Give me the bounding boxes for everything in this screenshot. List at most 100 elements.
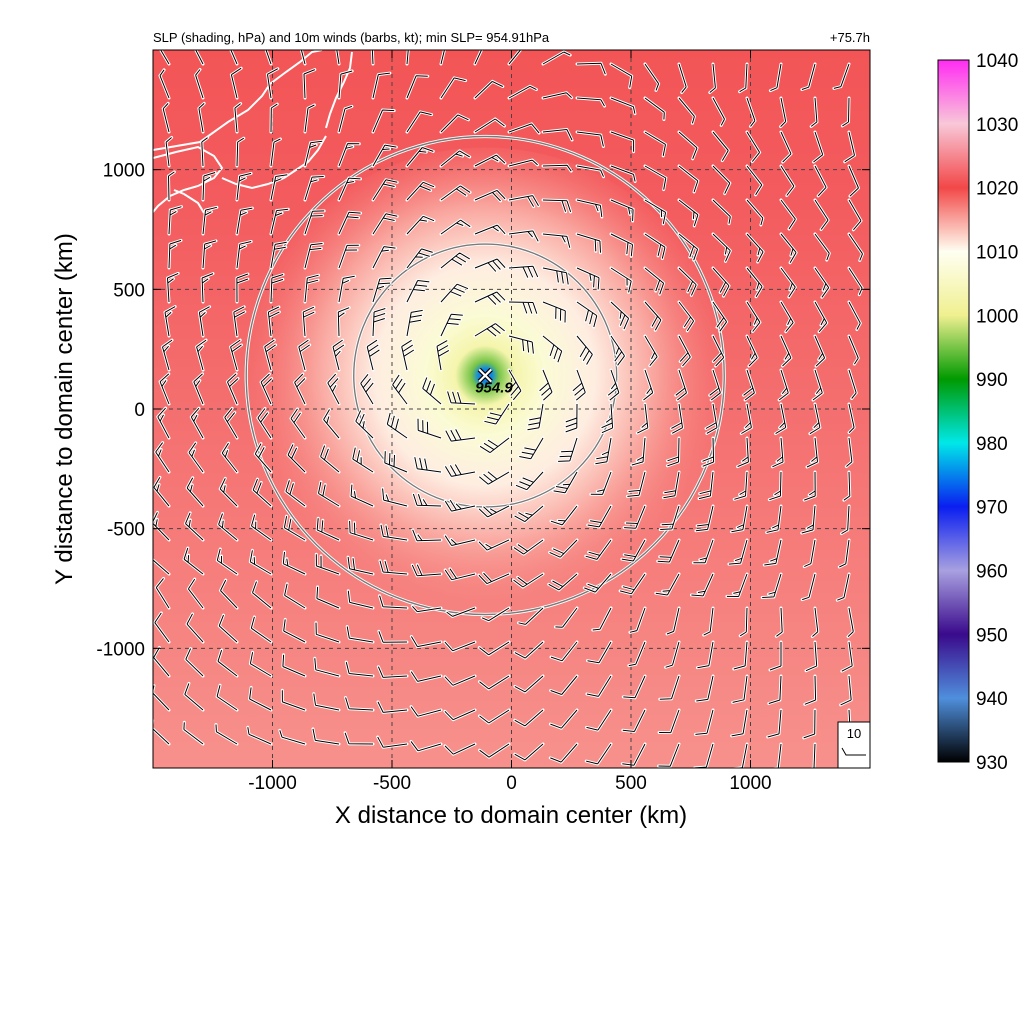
wind-barb [347, 557, 374, 575]
wind-barb [514, 743, 544, 761]
wind-barb [848, 267, 863, 295]
wind-barb [236, 207, 253, 235]
wind-barb [812, 607, 819, 637]
wind-barb [780, 301, 794, 333]
wind-barb [644, 301, 662, 331]
colorbar-tick-label: 950 [976, 625, 1008, 646]
wind-barb [746, 335, 758, 367]
wind-barb [741, 403, 752, 434]
wind-barb [284, 583, 306, 609]
wind-barb [548, 573, 578, 591]
y-tick-label: 0 [134, 400, 145, 421]
wind-barb [320, 445, 340, 473]
wind-barb [610, 335, 625, 366]
wind-barb [216, 685, 238, 711]
wind-barb [350, 484, 374, 507]
wind-barb [401, 339, 415, 371]
y-tick-label: -500 [107, 520, 145, 541]
wind-barb [279, 730, 306, 745]
wind-barb [607, 369, 620, 401]
wind-barb [270, 241, 287, 269]
forecast-time-label: +75.7h [830, 30, 870, 45]
x-tick-label: 0 [506, 773, 517, 794]
wind-barb [215, 724, 238, 745]
wind-barb [769, 471, 782, 501]
wind-barb [712, 301, 728, 332]
wind-barb [712, 335, 725, 367]
wind-barb [315, 554, 340, 575]
wind-barb [372, 246, 396, 269]
wind-barb [768, 675, 782, 704]
wind-barb [304, 274, 319, 303]
wind-barb [712, 165, 731, 194]
wind-barb [167, 272, 179, 303]
wind-barb [804, 539, 816, 568]
wind-barb [224, 407, 238, 439]
wind-barb [739, 63, 748, 93]
wind-barb [478, 539, 510, 551]
wind-barb [303, 69, 315, 99]
wind-barb [695, 709, 714, 735]
wind-barb [230, 50, 238, 65]
wind-barb [814, 199, 829, 230]
wind-barb [644, 165, 667, 190]
wind-barb [236, 172, 252, 201]
wind-barb [202, 240, 217, 269]
wind-barb [410, 741, 442, 752]
wind-barb [622, 743, 646, 766]
wind-barb [338, 275, 355, 303]
wind-barb [190, 407, 204, 439]
wind-barb [444, 743, 476, 755]
wind-barb [479, 641, 510, 656]
wind-barb [610, 97, 636, 114]
wind-barb [542, 199, 572, 213]
wind-barb [678, 63, 687, 93]
wind-barb [318, 481, 340, 507]
wind-barb [847, 607, 854, 637]
wind-barb [474, 291, 506, 305]
wind-barb [590, 471, 612, 495]
wind-barb [406, 111, 432, 133]
wind-barb [157, 407, 170, 439]
x-tick-label: -500 [373, 773, 411, 794]
wind-barb [746, 131, 761, 162]
wind-barb [631, 437, 646, 466]
wind-barb [814, 267, 830, 298]
wind-barb [380, 524, 408, 541]
colorbar-tick-label: 990 [976, 370, 1008, 391]
wind-barb [623, 675, 646, 699]
wind-barb [372, 109, 395, 133]
wind-barb [678, 233, 699, 261]
colorbar-gradient [937, 59, 970, 763]
wind-barb [478, 505, 510, 518]
wind-barb [155, 442, 170, 473]
wind-barb [283, 516, 306, 541]
wind-barb [315, 622, 340, 643]
wind-barb [508, 123, 540, 134]
wind-barb [619, 573, 646, 595]
wind-barb [733, 641, 748, 670]
wind-barb [202, 172, 216, 201]
wind-barb [746, 97, 756, 127]
wind-barb [479, 437, 510, 454]
wind-barb [508, 230, 539, 242]
y-axis: -1000 -500 0 500 1000 [96, 161, 870, 660]
wind-barb [514, 505, 544, 523]
wind-barb [474, 189, 506, 202]
wind-barb [675, 369, 687, 401]
wind-barb [766, 505, 782, 533]
wind-barb [372, 72, 390, 99]
wind-barb [527, 403, 544, 431]
wind-barb [270, 174, 288, 201]
wind-barb [659, 675, 680, 700]
wind-barb [260, 373, 272, 405]
wind-barb [726, 573, 748, 597]
wind-barb [338, 105, 353, 133]
wind-barb [230, 67, 242, 99]
wind-barb [810, 97, 818, 127]
wind-barb [304, 140, 323, 167]
wind-barb [508, 50, 522, 65]
wind-barb [316, 586, 340, 609]
wind-barb [703, 607, 714, 636]
wind-barb [314, 658, 340, 677]
